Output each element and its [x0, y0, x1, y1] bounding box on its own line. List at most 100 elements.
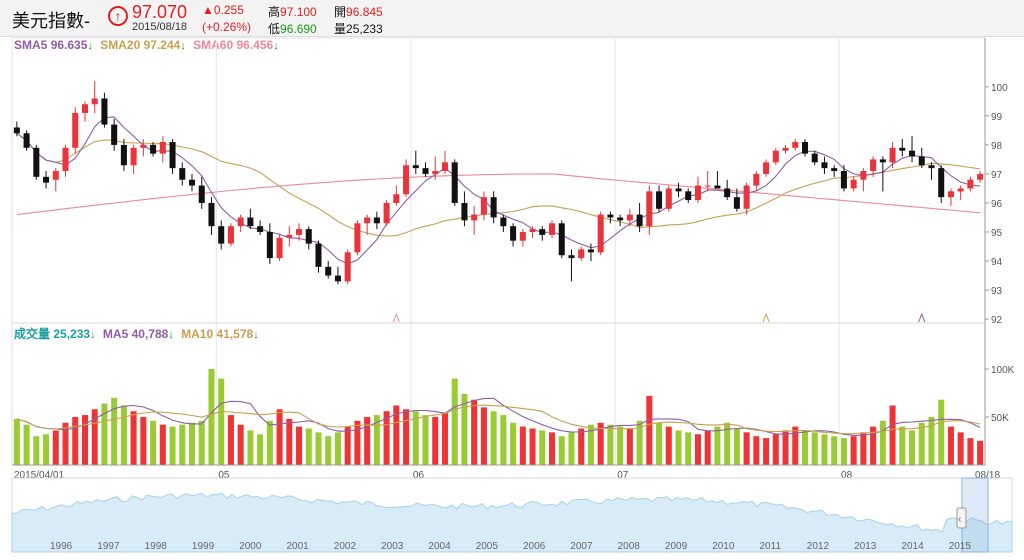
candle-up [665, 188, 672, 209]
candle-up [159, 142, 166, 154]
candle-down [539, 229, 546, 235]
volume-bar [422, 415, 429, 465]
last-price: 97.070 [132, 2, 188, 22]
volume-bar [782, 430, 789, 465]
navigator-year-label: 1998 [145, 541, 168, 552]
legend-sma60[interactable]: SMA60 96.456↓ [193, 38, 279, 52]
volume-bar [870, 426, 877, 465]
volume-bar [626, 428, 633, 465]
candle-down [247, 217, 254, 227]
volume-bar [685, 432, 692, 465]
volume-bars [13, 369, 984, 465]
navigator-year-label: 2000 [239, 541, 262, 552]
volume-bar [753, 436, 760, 465]
volume-bar [519, 426, 526, 465]
volume-bar [257, 434, 264, 465]
candle-up [743, 185, 750, 209]
candle-up [383, 202, 390, 224]
legend-vol-ma5[interactable]: MA5 40,788↓ [102, 327, 174, 341]
volume-bar [43, 434, 50, 465]
volume-bar [860, 432, 867, 465]
price-tick-label: 97 [991, 170, 1003, 181]
volume-bar [792, 426, 799, 465]
candle-down [208, 202, 215, 227]
candle-up [276, 237, 283, 259]
navigator-year-label: 2007 [570, 541, 593, 552]
volume-bar [364, 417, 371, 465]
volume-bar [821, 434, 828, 465]
candle-up [480, 197, 487, 215]
navigator-year-label: 2012 [807, 541, 830, 552]
candle-up [597, 214, 604, 253]
volume-bar [296, 426, 303, 465]
volume-bar [656, 422, 663, 465]
candle-up [626, 214, 633, 221]
open-value: 96.845 [346, 5, 383, 19]
price-tick-label: 93 [991, 286, 1003, 297]
candle-down [315, 243, 322, 267]
legend-sma5[interactable]: SMA5 96.635↓ [14, 38, 93, 52]
price-tick-label: 95 [991, 228, 1003, 239]
volume-bar [150, 420, 157, 465]
legend-volume[interactable]: 成交量 25,233↓ [14, 327, 96, 341]
candle-up [870, 159, 877, 172]
candle-down [179, 168, 186, 180]
candle-down [412, 165, 419, 169]
quote-header: 美元指數- ↑ 97.070 2015/08/18 ▲0.255 (+0.26%… [0, 0, 1024, 37]
volume-bar [247, 430, 254, 465]
candle-up [286, 234, 293, 238]
candle-down [373, 217, 380, 224]
navigator-year-label: 2002 [334, 541, 357, 552]
candle-down [500, 217, 507, 227]
volume-bar [198, 420, 205, 465]
volume-bar [461, 393, 468, 465]
navigator[interactable]: ‹ 1996 1997 1998 1999 2000 2001 2002 2003 2004 200… [11, 477, 1013, 553]
volume-bar [33, 436, 40, 465]
volume-bar [889, 405, 896, 465]
candle-down [714, 185, 721, 189]
candle-down [909, 150, 916, 157]
candle-up [860, 171, 867, 180]
candle-down [334, 275, 341, 282]
candle-up [694, 185, 701, 201]
x-tick-label: 05 [218, 470, 230, 481]
arrow-down-icon: ↓ [90, 329, 96, 341]
chevron-left-icon: ‹ [958, 514, 961, 525]
price-tick-label: 99 [991, 112, 1003, 123]
x-tick-label: 08 [841, 470, 853, 481]
crossover-marker [392, 312, 400, 323]
navigator-handle[interactable] [956, 507, 967, 529]
navigator-year-label: 1999 [192, 541, 215, 552]
candle-down [928, 165, 935, 169]
arrow-down-icon: ↓ [87, 40, 93, 52]
volume-bar [441, 413, 449, 465]
volume-bar [947, 426, 954, 465]
candle-down [257, 226, 264, 232]
candle-up [354, 223, 361, 253]
candle-up [548, 223, 556, 235]
candle-up [471, 214, 478, 221]
candle-up [81, 104, 88, 113]
volume-bar [344, 426, 351, 465]
candle-up [296, 229, 303, 235]
volume-ma10-path [16, 404, 981, 435]
volume-bar [597, 422, 604, 465]
candle-up [364, 217, 371, 224]
candle-down [101, 98, 108, 125]
candle-up [519, 232, 526, 241]
legend-vol-ma10[interactable]: MA10 41,578↓ [181, 327, 259, 341]
volume-bar [928, 417, 935, 465]
volume-bar [714, 426, 721, 465]
candle-up [393, 194, 400, 203]
up-arrow-circle-icon: ↑ [108, 6, 128, 26]
volume-bar [237, 424, 244, 465]
legend-sma20[interactable]: SMA20 97.244↓ [100, 38, 186, 52]
candle-down [422, 168, 429, 174]
grid-lines [11, 37, 986, 466]
navigator-year-label: 2006 [523, 541, 546, 552]
candlesticks [13, 81, 984, 323]
navigator-year-label: 2004 [428, 541, 451, 552]
volume-bar [646, 395, 653, 465]
